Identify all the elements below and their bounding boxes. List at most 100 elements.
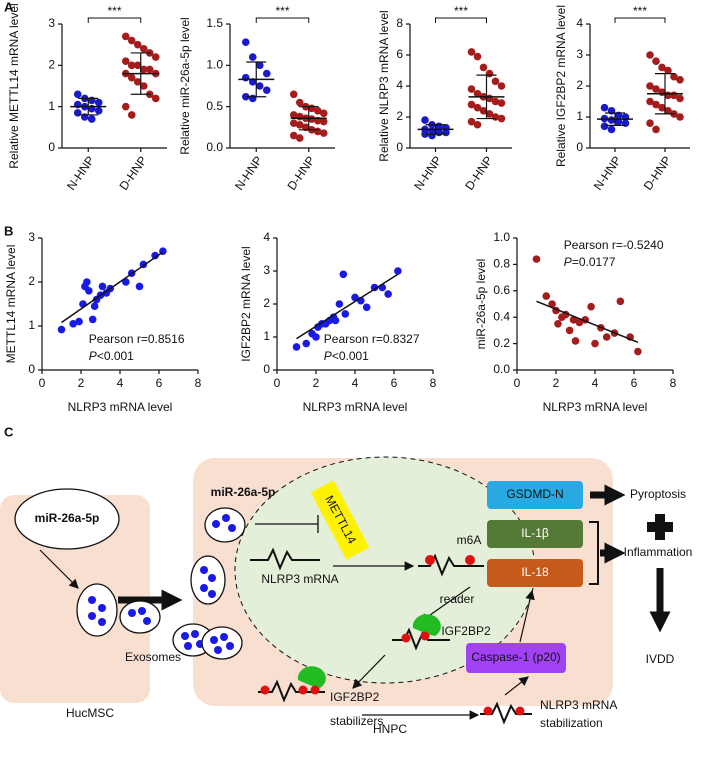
dot	[646, 119, 654, 127]
dot	[646, 82, 654, 90]
y-tick-label: 1.0	[206, 58, 223, 72]
il1b-box	[487, 520, 583, 548]
y-axis-label: miR-26a-5p level	[474, 259, 488, 350]
dot	[313, 107, 322, 115]
y-tick-label: 4	[263, 230, 270, 244]
outcome-label: Inflammation	[624, 545, 693, 559]
dot	[295, 134, 304, 142]
x-tick-label: 8	[670, 376, 677, 390]
dot	[473, 89, 482, 98]
fit-line	[536, 300, 639, 343]
y-tick-label: 0	[576, 140, 583, 154]
x-tick-label: 4	[592, 376, 599, 390]
dot	[658, 63, 666, 72]
point	[532, 255, 541, 263]
exosome	[76, 583, 118, 637]
dot	[479, 63, 488, 72]
dot	[421, 130, 429, 138]
point	[565, 326, 574, 335]
dot	[262, 86, 271, 94]
point	[85, 287, 93, 295]
x-tick-label: D-HNP	[641, 154, 674, 193]
x-tick-label: N-HNP	[591, 154, 624, 193]
dot	[473, 52, 482, 61]
point	[554, 320, 562, 328]
bracket	[589, 521, 599, 585]
dot	[319, 117, 328, 126]
dot	[289, 131, 298, 140]
dot	[248, 94, 257, 103]
y-tick-label: 4	[576, 16, 583, 30]
stabilizer-protein	[297, 666, 326, 688]
x-tick-label: D-HNP	[117, 154, 150, 193]
mirna-ellipse	[14, 488, 120, 550]
significance-bracket	[87, 17, 142, 23]
y-tick-label: 0.2	[493, 336, 510, 350]
significance-bracket	[435, 17, 487, 23]
reader-name: IGF2BP2	[441, 624, 491, 638]
mrna	[480, 701, 532, 725]
y-tick-label: 2	[28, 274, 35, 288]
dot	[255, 61, 264, 70]
dot	[295, 121, 304, 129]
y-tick-label: 1	[28, 318, 35, 332]
x-tick-label: N-HNP	[64, 154, 97, 193]
y-axis-label: Relative METTL14 mRNA level	[7, 3, 21, 168]
arrow	[39, 549, 79, 589]
point	[122, 278, 130, 286]
arrow	[519, 589, 535, 643]
dot	[151, 53, 160, 61]
mrna	[250, 547, 320, 571]
point	[616, 297, 625, 306]
dot	[670, 72, 678, 81]
dot	[145, 65, 154, 74]
dot	[497, 82, 506, 90]
dot	[664, 66, 672, 75]
point	[339, 270, 348, 279]
fit-line	[61, 251, 164, 324]
y-tick-label: 1	[576, 109, 583, 123]
y-tick-label: 0.8	[493, 257, 510, 271]
y-axis-label: IGF2BP2 mRNA level	[239, 246, 253, 361]
point	[83, 278, 91, 286]
dot	[676, 76, 684, 84]
effector-label: IL-1β	[521, 526, 549, 540]
arrow	[352, 654, 386, 689]
dot	[421, 116, 429, 124]
dot	[652, 85, 660, 93]
y-tick-label: 3	[576, 47, 583, 61]
diagram: C miR-26a-5p HucMSC Exosomes miR-26a-5p …	[0, 424, 692, 736]
dot	[289, 90, 298, 99]
point	[292, 343, 301, 351]
y-tick-label: 0.0	[493, 362, 510, 376]
p-value: <0.001	[97, 349, 134, 363]
dot	[467, 48, 476, 56]
dot	[497, 114, 506, 123]
dot	[127, 36, 136, 45]
dot	[255, 82, 264, 90]
point	[79, 300, 87, 308]
stabilization-label: NLRP3 mRNA	[540, 698, 617, 712]
annotation: Pearson r=-0.5240	[564, 238, 664, 252]
dot	[73, 90, 82, 99]
dot	[87, 115, 96, 123]
x-axis-label: NLRP3 mRNA level	[543, 400, 648, 414]
dot	[658, 103, 666, 112]
x-tick-label: 4	[117, 376, 124, 390]
y-axis-label: Relative IGF2BP2 mRNA level	[554, 5, 568, 167]
point	[98, 282, 107, 291]
y-tick-label: 2	[48, 58, 55, 72]
panel-label: B	[4, 223, 13, 238]
dot	[139, 82, 148, 90]
exosome	[201, 626, 243, 660]
point	[362, 303, 371, 312]
point	[69, 320, 77, 328]
dot	[133, 61, 142, 70]
y-tick-label: 0	[396, 140, 403, 154]
y-tick-label: 6	[396, 47, 403, 61]
x-tick-label: 2	[553, 376, 560, 390]
dot	[607, 125, 616, 134]
point	[335, 300, 344, 308]
hucmsc-cell	[0, 495, 150, 703]
dot	[289, 111, 298, 119]
